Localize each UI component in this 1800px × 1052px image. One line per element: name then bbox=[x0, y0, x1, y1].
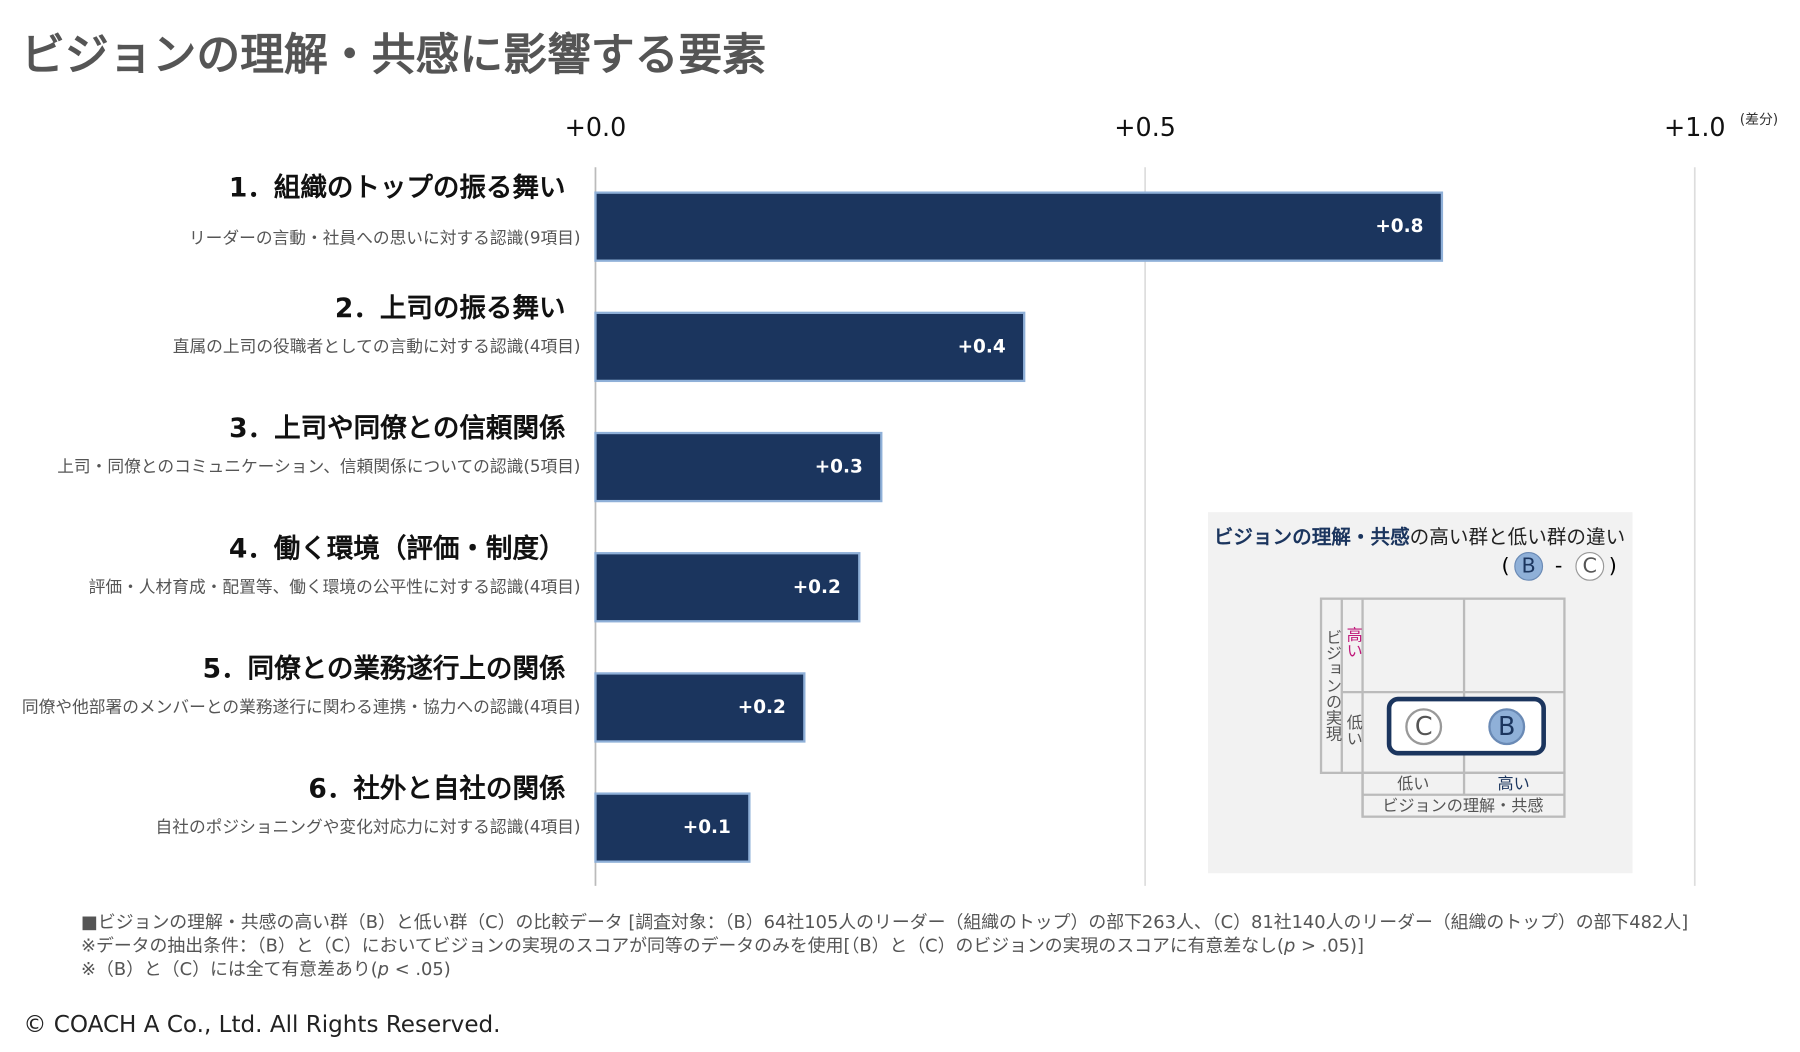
x-title: ビジョンの理解・共感 bbox=[1382, 796, 1543, 815]
bar bbox=[594, 191, 1444, 262]
y-low: 低い bbox=[1344, 714, 1363, 746]
footnote-part: ■ビジョンの理解・共感の高い群（B）と低い群（C）の比較データ [調査対象：（B… bbox=[81, 912, 1688, 933]
footnote: ※データの抽出条件：（B）と（C）においてビジョンの実現のスコアが同等のデータの… bbox=[81, 935, 1364, 956]
bar bbox=[594, 792, 751, 863]
inset: ビジョンの理解・共感の高い群と低い群の違い ( B - C ) ビジョンの実現 … bbox=[1207, 512, 1633, 874]
matrix-grid bbox=[1319, 597, 1566, 818]
bar bbox=[594, 552, 861, 623]
footnote-part: ※データの抽出条件：（B）と（C）においてビジョンの実現のスコアが同等のデータの… bbox=[81, 935, 1284, 956]
value-label: +0.1 bbox=[683, 817, 731, 838]
formula-c: C bbox=[1583, 553, 1597, 577]
x-tick-label: +0.5 bbox=[1114, 112, 1176, 142]
inset-title: ビジョンの理解・共感の高い群と低い群の違い bbox=[1214, 525, 1625, 548]
formula-minus: - bbox=[1555, 553, 1563, 577]
y-title: ビジョンの実現 bbox=[1323, 629, 1342, 743]
category-description: 上司・同僚とのコミュニケーション、信頼関係についての認識(5項目) bbox=[57, 456, 580, 476]
category-label: 6．社外と自社の関係 bbox=[308, 774, 565, 805]
inset-title-rest: の高い群と低い群の違い bbox=[1410, 525, 1626, 548]
category-label: 1．組織のトップの振る舞い bbox=[229, 173, 566, 204]
category-label: 4．働く環境（評価・制度） bbox=[229, 533, 566, 564]
category-label: 3．上司や同僚との信頼関係 bbox=[229, 413, 565, 444]
category-label: 5．同僚との業務遂行上の関係 bbox=[203, 653, 566, 684]
footnote-part: ※（B）と（C）には全て有意差あり( bbox=[81, 959, 378, 980]
category-description: 評価・人材育成・配置等、働く環境の公平性に対する認識(4項目) bbox=[89, 576, 581, 596]
c-letter: C bbox=[1415, 711, 1433, 741]
x-tick-label: +0.0 bbox=[565, 112, 627, 142]
footnote: ※（B）と（C）には全て有意差あり(p < .05) bbox=[81, 959, 451, 980]
x-high: 高い bbox=[1498, 774, 1530, 793]
bar bbox=[594, 431, 883, 503]
value-label: +0.3 bbox=[815, 457, 863, 478]
bar bbox=[594, 311, 1026, 383]
y-high: 高い bbox=[1344, 626, 1363, 658]
x-unit: (差分) bbox=[1740, 112, 1778, 128]
value-label: +0.8 bbox=[1375, 216, 1423, 237]
paren: ) bbox=[1609, 553, 1617, 577]
inset-title-bold: ビジョンの理解・共感 bbox=[1214, 525, 1410, 548]
category-description: 自社のポジショニングや変化対応力に対する認識(4項目) bbox=[156, 817, 581, 837]
footer: © COACH A Co., Ltd. All Rights Reserved. bbox=[23, 1012, 500, 1038]
footnote: ■ビジョンの理解・共感の高い群（B）と低い群（C）の比較データ [調査対象：（B… bbox=[81, 912, 1688, 933]
footnote-part: p bbox=[377, 959, 389, 980]
b-circle bbox=[1488, 708, 1526, 746]
value-label: +0.2 bbox=[793, 577, 841, 598]
footnote-part: p bbox=[1283, 935, 1295, 956]
category-description: リーダーの言動・社員への思いに対する認識(9項目) bbox=[189, 227, 581, 247]
b-circle bbox=[1514, 551, 1544, 581]
c-circle bbox=[1405, 708, 1443, 746]
formula-b: B bbox=[1522, 553, 1536, 577]
b-letter: B bbox=[1498, 711, 1515, 741]
footnote-part: > .05)] bbox=[1295, 935, 1364, 956]
category-description: 同僚や他部署のメンバーとの業務遂行に関わる連携・協力への認識(4項目) bbox=[22, 697, 581, 717]
footnote-part: < .05) bbox=[389, 959, 451, 980]
bar bbox=[594, 672, 806, 743]
value-label: +0.4 bbox=[958, 336, 1006, 357]
paren: ( bbox=[1502, 553, 1510, 577]
category-description: 直属の上司の役職者としての言動に対する認識(4項目) bbox=[173, 336, 581, 356]
x-tick-label: +1.0 bbox=[1664, 112, 1726, 142]
value-label: +0.2 bbox=[738, 697, 786, 718]
chart-title: ビジョンの理解・共感に影響する要素 bbox=[21, 30, 766, 81]
c-circle bbox=[1575, 551, 1605, 581]
x-low: 低い bbox=[1397, 774, 1429, 793]
category-label: 2．上司の振る舞い bbox=[335, 293, 566, 324]
